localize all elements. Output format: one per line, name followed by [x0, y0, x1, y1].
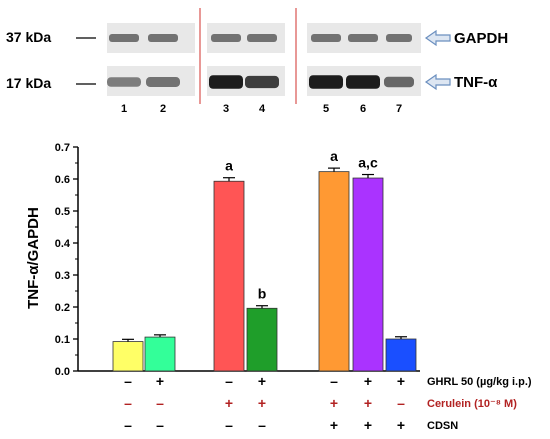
lane-number: 2 [160, 103, 166, 115]
tnf-band [384, 76, 414, 88]
condition-mark: – [258, 417, 266, 433]
condition-mark: – [156, 395, 164, 411]
condition-mark: – [124, 417, 132, 433]
condition-mark: + [258, 395, 266, 411]
condition-mark: + [225, 395, 233, 411]
significance-label: a,c [358, 155, 378, 171]
gapdh-band [211, 34, 241, 42]
condition-mark: + [258, 373, 266, 389]
condition-label: GHRL 50 (µg/kg i.p.) [427, 376, 532, 388]
protein-label-tnf: TNF-α [454, 74, 498, 91]
y-tick-label: 0.3 [55, 270, 70, 282]
gapdh-band [311, 34, 341, 42]
protein-label-gapdh: GAPDH [454, 30, 508, 47]
significance-label: a [225, 158, 233, 174]
lane-number: 5 [323, 103, 329, 115]
gapdh-arrow-icon [424, 29, 451, 47]
condition-mark: + [330, 417, 338, 433]
gapdh-band [386, 34, 412, 42]
bar [385, 338, 417, 372]
lane-number: 7 [396, 103, 402, 115]
y-tick-label: 0.2 [55, 302, 70, 314]
condition-mark: + [364, 373, 372, 389]
condition-mark: + [330, 395, 338, 411]
significance-label: b [258, 286, 267, 302]
lane-number: 6 [360, 103, 366, 115]
tnf-band [346, 75, 380, 89]
condition-mark: + [397, 417, 405, 433]
bar [213, 180, 245, 372]
gapdh-bands [109, 34, 412, 42]
tnf-band [309, 75, 343, 89]
condition-mark: – [225, 417, 233, 433]
bar-chart: TNF-α/GAPDH 0.00.10.20.30.40.50.60.7 aba… [25, 142, 532, 433]
y-tick-label: 0.4 [55, 238, 71, 250]
bars: a b a a,c [112, 148, 417, 372]
y-tick-label: 0.7 [55, 142, 70, 154]
gapdh-band [109, 34, 139, 42]
condition-mark: + [397, 373, 405, 389]
condition-mark: – [124, 395, 132, 411]
gapdh-band [247, 34, 277, 42]
condition-mark: – [156, 417, 164, 433]
y-tick-label: 0.5 [55, 206, 70, 218]
tnf-band [245, 75, 279, 89]
tnf-band [209, 75, 243, 89]
y-tick-label: 0.6 [55, 174, 70, 186]
bar [112, 341, 144, 372]
tnf-band [107, 77, 141, 87]
bar [246, 307, 278, 372]
condition-mark: – [124, 373, 132, 389]
lane-numbers: 1 2 3 4 5 6 7 [121, 103, 402, 115]
lane-number: 1 [121, 103, 127, 115]
gapdh-band [148, 34, 178, 42]
western-blot: 37 kDa 17 kDa GAPDH TNF-α 1 2 3 4 5 6 7 [6, 8, 508, 115]
condition-mark: – [397, 395, 405, 411]
marker-label-17kda: 17 kDa [6, 75, 51, 91]
tnf-bands [107, 75, 414, 89]
lane-number: 4 [259, 103, 266, 115]
condition-mark: + [156, 373, 164, 389]
condition-mark: – [330, 373, 338, 389]
y-tick-label: 0.1 [55, 334, 70, 346]
bar [318, 171, 350, 372]
condition-mark: + [364, 395, 372, 411]
condition-mark: – [225, 373, 233, 389]
gapdh-band [348, 34, 378, 42]
condition-table: – + – + – + + GHRL 50 (µg/kg i.p.) – – + + + + – Cerule… [124, 373, 532, 433]
bar [144, 336, 176, 372]
bar [352, 177, 384, 372]
condition-mark: + [364, 417, 372, 433]
tnf-arrow-icon [424, 73, 451, 91]
tnf-band [146, 77, 180, 87]
condition-label: Cerulein (10⁻⁸ M) [427, 398, 517, 410]
y-axis-label: TNF-α/GAPDH [25, 207, 42, 309]
marker-label-37kda: 37 kDa [6, 29, 51, 45]
significance-label: a [330, 148, 338, 164]
y-tick-label: 0.0 [55, 366, 70, 378]
lane-number: 3 [223, 103, 229, 115]
condition-label: CDSN [427, 420, 458, 432]
